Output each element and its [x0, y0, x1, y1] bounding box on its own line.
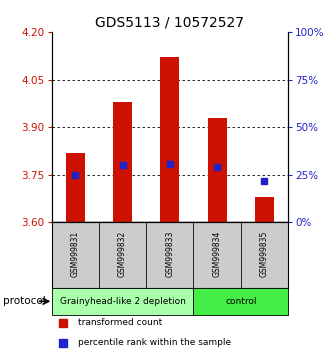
Bar: [193, 288, 288, 315]
Bar: [52, 288, 193, 315]
Text: GSM999835: GSM999835: [260, 231, 269, 277]
Text: GSM999832: GSM999832: [118, 231, 127, 277]
Bar: [241, 222, 288, 288]
Bar: [113, 102, 132, 222]
Text: GSM999834: GSM999834: [212, 231, 222, 277]
Text: percentile rank within the sample: percentile rank within the sample: [78, 338, 231, 347]
Bar: [161, 57, 179, 222]
Bar: [146, 222, 193, 288]
Bar: [99, 222, 146, 288]
Bar: [66, 153, 85, 222]
Text: GSM999831: GSM999831: [71, 231, 80, 277]
Bar: [193, 222, 241, 288]
Text: protocol: protocol: [3, 296, 46, 306]
Text: control: control: [225, 297, 256, 306]
Text: transformed count: transformed count: [78, 318, 162, 327]
Text: Grainyhead-like 2 depletion: Grainyhead-like 2 depletion: [60, 297, 185, 306]
Bar: [208, 118, 226, 222]
Bar: [52, 222, 99, 288]
Text: GSM999833: GSM999833: [165, 231, 174, 277]
Title: GDS5113 / 10572527: GDS5113 / 10572527: [95, 15, 244, 29]
Bar: [255, 197, 274, 222]
